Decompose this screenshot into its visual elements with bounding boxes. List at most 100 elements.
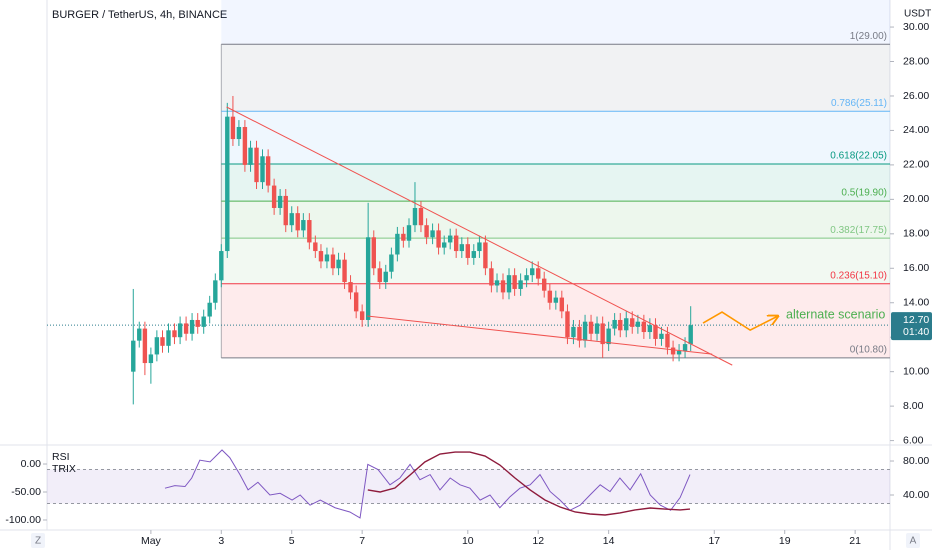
candle-body [307,220,312,243]
candle-body [588,321,594,334]
candle-body [459,244,465,252]
candle-body [577,326,582,341]
candle-body [183,323,189,334]
candle-body [506,275,512,293]
indicator-line [164,449,691,519]
candle-body [442,242,447,248]
annotation-text: alternate scenario [786,307,885,321]
candle-body [536,268,541,279]
candle-body [271,185,277,208]
candle-body [618,319,623,331]
y-tick-label: 10.00 [903,365,929,377]
fib-band [221,111,890,165]
candle-body [542,278,547,291]
x-tick-label: 7 [359,535,365,547]
candle-body [172,330,177,338]
candle-body [265,156,271,186]
fib-band [221,201,890,239]
last-price-label: 12.70 [903,314,929,326]
x-tick-label: 10 [462,535,474,547]
candle-body [248,147,253,165]
candle-body [371,237,376,269]
candle-body [225,116,230,252]
candle-body [213,280,218,303]
y-tick-label: -50.00 [11,486,41,498]
candle-body [524,275,529,281]
candle-body [612,319,617,329]
x-tick-label: 19 [779,535,791,547]
fib-extension [221,0,890,45]
candle-body [635,321,641,327]
y-axis-label: USDT [904,9,931,20]
candle-body [236,126,242,140]
candle-body [330,254,336,269]
candle-body [230,116,236,140]
y-tick-label: 6.00 [903,434,924,446]
scenario-arrow [702,311,778,332]
candle-body [471,251,476,258]
candle-body [630,318,635,327]
x-tick-label: 14 [603,535,615,547]
candle-body [348,282,353,293]
x-tick-label: 17 [708,535,720,547]
candle-body [365,237,371,320]
candle-body [665,333,670,348]
y-tick-label: 18.00 [903,228,929,240]
indicator-line [367,451,691,516]
y-tick-label: 24.00 [903,124,929,136]
fib-label: 1(29.00) [850,31,887,42]
y-tick-label: 28.00 [903,55,929,67]
candle-body [436,230,441,248]
x-tick-label: 21 [849,535,861,547]
candle-body [483,242,488,269]
candle-body [342,259,347,283]
candle-body [201,316,206,327]
fib-band [221,164,890,202]
y-tick-label: 30.00 [903,21,929,33]
candle-body [547,290,553,303]
x-tick-label: 3 [218,535,224,547]
chart-title: BURGER / TetherUS, 4h, BINANCE [52,9,227,21]
y2-tick-label: 40.00 [903,489,929,501]
control-button [31,533,45,548]
y2-tick-label: 80.00 [903,455,929,467]
fib-label: 0.786(25.11) [831,98,887,109]
candle-body [160,337,165,346]
candle-body [418,207,424,226]
candle-body [219,251,224,281]
candle-body [166,330,171,346]
countdown-label: 01:40 [903,326,929,338]
candle-body [653,325,658,339]
y-tick-label: 14.00 [903,297,929,309]
candle-body [383,271,388,283]
candle-body [148,354,154,364]
candle-body [494,280,500,286]
candle-body [600,323,605,345]
y-tick-label: 20.00 [903,193,929,205]
candle-body [189,319,195,334]
candle-body [465,244,470,258]
y-tick-label: 22.00 [903,159,929,171]
candle-body [289,213,294,226]
candle-body [512,275,517,289]
fib-band [221,44,890,112]
candle-body [131,340,136,372]
candle-body [353,292,359,312]
candle-body [137,328,142,341]
candle-body [518,280,523,289]
candle-body [412,207,418,226]
fib-label: 0.5(19.90) [841,188,887,199]
legend-entry: RSI [52,451,70,463]
y-tick-label: 16.00 [903,262,929,274]
control-button [906,533,920,548]
y-tick-label: 26.00 [903,90,929,102]
candle-body [453,235,459,252]
x-tick-label: 5 [289,535,295,547]
fib-label: 0.382(17.75) [830,225,887,236]
legend-entry: TRIX [52,463,76,475]
candle-body [606,328,611,345]
candle-body [676,350,682,355]
candle-body [283,195,288,226]
candle-body [242,126,248,165]
